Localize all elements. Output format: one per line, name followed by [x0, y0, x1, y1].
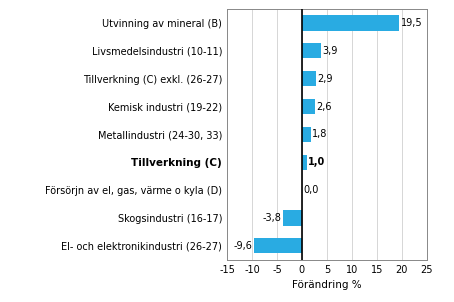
Text: 1,8: 1,8 [312, 129, 327, 140]
X-axis label: Förändring %: Förändring % [292, 280, 362, 290]
Text: 2,6: 2,6 [316, 101, 331, 111]
Bar [254, 238, 302, 253]
Bar [302, 127, 311, 142]
Text: 2,9: 2,9 [318, 74, 333, 84]
Bar [302, 99, 315, 114]
Bar [302, 15, 400, 31]
Bar [283, 210, 302, 226]
Text: -9,6: -9,6 [234, 241, 253, 251]
Text: 0,0: 0,0 [303, 185, 319, 195]
Bar [302, 43, 321, 59]
Bar [302, 71, 316, 86]
Text: 1,0: 1,0 [308, 157, 326, 167]
Text: 19,5: 19,5 [400, 18, 422, 28]
Text: -3,8: -3,8 [263, 213, 281, 223]
Bar [302, 155, 307, 170]
Text: 3,9: 3,9 [323, 46, 338, 56]
